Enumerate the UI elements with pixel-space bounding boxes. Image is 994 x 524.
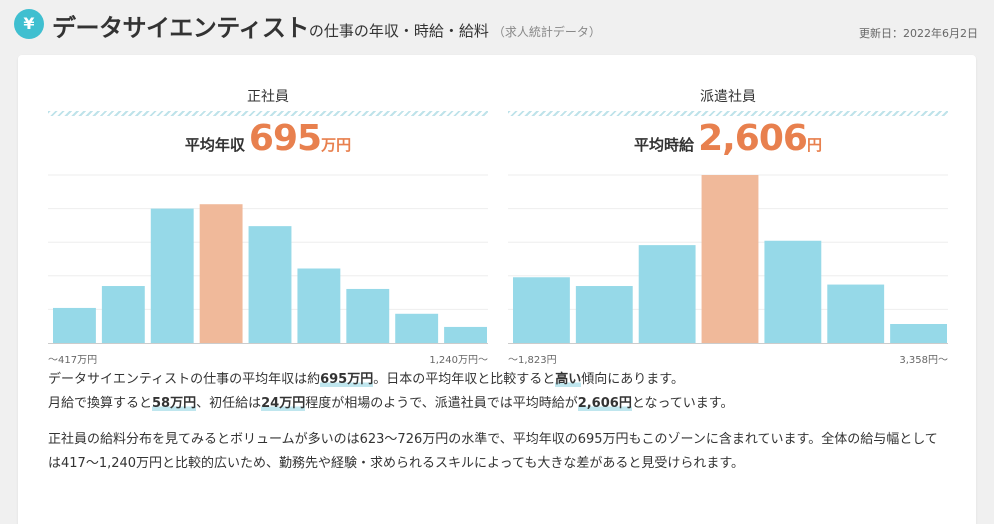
salary-histogram-fulltime (48, 174, 488, 344)
histogram-bar (297, 268, 341, 343)
histogram-bar (248, 226, 292, 343)
yen-icon: ¥ (14, 9, 44, 39)
title-note: （求人統計データ） (492, 25, 601, 39)
average-label: 平均時給 (634, 136, 695, 154)
average-value: 2,606 (698, 118, 808, 159)
desc-text: 月給で換算すると (48, 396, 153, 411)
title-job-name: データサイエンティスト (52, 14, 309, 42)
average-block: 平均時給 2,606円 (508, 118, 948, 162)
histogram-bar (701, 175, 759, 343)
axis-min-label: 〜417万円 (48, 355, 98, 366)
description-paragraph-2: 正社員の給料分布を見てみるとボリュームが多いのは623〜726万円の水準で、平均… (48, 432, 938, 471)
updated-date: 更新日：2022年6月2日 (859, 27, 978, 40)
average-block: 平均年収 695万円 (48, 118, 488, 162)
histogram-bar (150, 208, 194, 343)
histogram-bar (575, 286, 633, 343)
histogram-bar (53, 307, 96, 343)
histogram-bar (199, 204, 243, 343)
wage-histogram-temp (508, 174, 948, 344)
histogram-bar (764, 240, 822, 343)
histogram-bar (395, 313, 439, 343)
yen-icon-glyph: ¥ (23, 14, 35, 33)
title-subtitle: の仕事の年収・時給・給料 (308, 22, 489, 40)
page-title: データサイエンティストの仕事の年収・時給・給料 （求人統計データ） (52, 8, 601, 43)
description: データサイエンティストの仕事の平均年収は約695万円。日本の平均年収と比較すると… (48, 368, 948, 488)
desc-highlight: 695万円 (320, 372, 374, 387)
panel-fulltime: 正社員 平均年収 695万円 〜417万円 1,240万円〜 (48, 85, 488, 366)
histogram-bar (346, 288, 390, 343)
histogram-bar (444, 326, 487, 343)
histogram-bar (638, 245, 696, 343)
histogram-bar (890, 324, 947, 343)
description-paragraph-1: データサイエンティストの仕事の平均年収は約695万円。日本の平均年収と比較すると… (48, 368, 948, 416)
desc-highlight: 高い (555, 372, 582, 387)
divider (508, 111, 948, 116)
average-label: 平均年収 (184, 136, 245, 154)
panel-temp: 派遣社員 平均時給 2,606円 〜1,823円 3,358円〜 (508, 85, 948, 366)
divider (48, 111, 488, 116)
average-unit: 円 (806, 136, 822, 154)
desc-text: 。日本の平均年収と比較すると (373, 372, 556, 387)
average-unit: 万円 (321, 136, 352, 154)
desc-text: となっています。 (631, 396, 734, 411)
page-header: ¥ データサイエンティストの仕事の年収・時給・給料 （求人統計データ） 更新日：2… (0, 0, 994, 52)
panel-label: 正社員 (247, 89, 289, 105)
average-value: 695 (248, 118, 322, 159)
axis-min-label: 〜1,823円 (508, 355, 557, 366)
desc-text: データサイエンティストの仕事の平均年収は約 (48, 372, 321, 387)
desc-highlight: 24万円 (261, 396, 306, 411)
histogram-bar (513, 277, 570, 343)
desc-text: 程度が相場のようで、派遣社員では平均時給が (305, 396, 578, 411)
histogram-bar (827, 284, 885, 343)
axis-max-label: 1,240万円〜 (429, 355, 488, 366)
desc-highlight: 58万円 (152, 396, 197, 411)
axis-max-label: 3,358円〜 (899, 355, 948, 366)
panel-label: 派遣社員 (700, 89, 756, 105)
desc-highlight: 2,606円 (577, 396, 632, 411)
histogram-bar (101, 286, 145, 343)
salary-card: 正社員 平均年収 695万円 〜417万円 1,240万円〜 派遣社員 平均時給 2… (18, 55, 976, 524)
desc-text: 傾向にあります。 (581, 372, 684, 387)
desc-text: 、初任給は (196, 396, 262, 411)
